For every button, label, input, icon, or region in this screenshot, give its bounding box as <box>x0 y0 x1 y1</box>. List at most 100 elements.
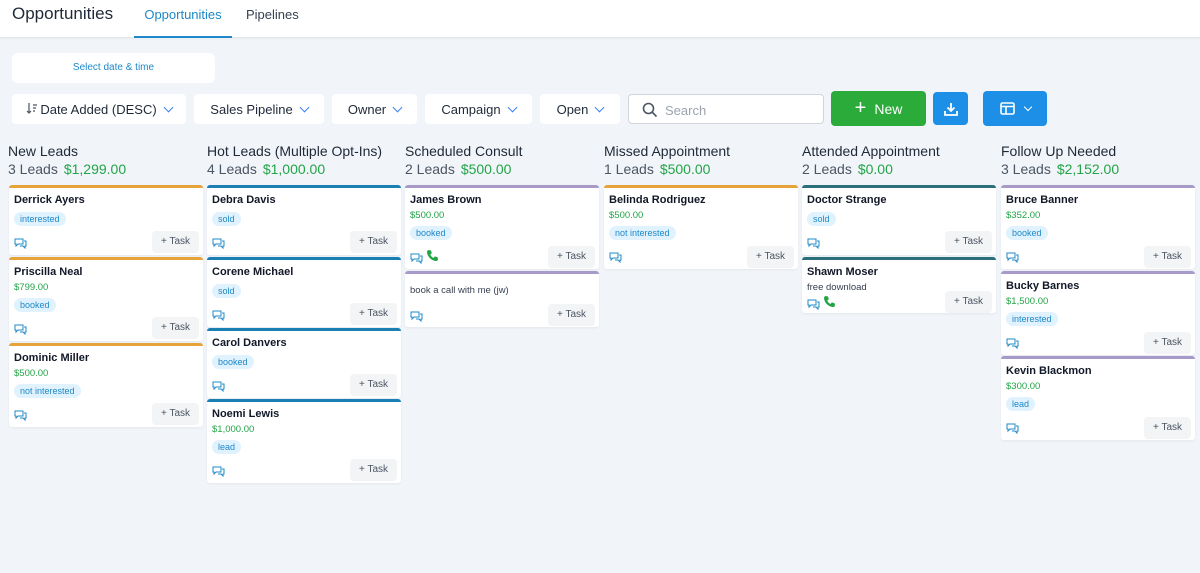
column-title: New Leads <box>8 143 79 159</box>
opportunity-card[interactable]: James Brown $500.00 booked + Task <box>405 185 599 269</box>
owner-dropdown[interactable]: Owner <box>332 94 417 124</box>
chat-icon[interactable] <box>14 237 27 249</box>
contact-name: Dominic Miller <box>14 352 90 364</box>
chat-icon[interactable] <box>410 252 423 264</box>
pipeline-dropdown[interactable]: Sales Pipeline <box>194 94 324 124</box>
chat-icon[interactable] <box>212 465 225 477</box>
opportunity-card[interactable]: Bucky Barnes $1,500.00 interested + Task <box>1001 271 1195 355</box>
add-task-button[interactable]: + Task <box>548 304 595 326</box>
new-button-label: New <box>874 100 903 117</box>
opportunity-card[interactable]: Doctor Strange sold + Task <box>802 185 996 255</box>
lead-count: 3 Leads <box>1001 161 1051 177</box>
search-box[interactable] <box>628 94 824 124</box>
column-title: Hot Leads (Multiple Opt-Ins) <box>207 143 383 159</box>
download-button[interactable] <box>933 92 968 125</box>
phone-icon[interactable] <box>426 249 439 262</box>
contact-name: Derrick Ayers <box>14 194 85 206</box>
column-amount: $0.00 <box>857 161 893 177</box>
opportunity-card[interactable]: book a call with me (jw) + Task <box>405 271 599 327</box>
opportunity-card[interactable]: Shawn Moser free download + Task <box>802 257 996 313</box>
status-badge: not interested <box>609 226 676 240</box>
lead-count: 3 Leads <box>8 161 58 177</box>
status-badge: not interested <box>14 384 81 398</box>
chat-icon[interactable] <box>1006 422 1019 434</box>
chat-icon[interactable] <box>1006 337 1019 349</box>
status-badge: sold <box>807 212 836 226</box>
column-amount: $500.00 <box>659 161 711 177</box>
sort-dropdown[interactable]: Date Added (DESC) <box>12 94 186 124</box>
phone-icon[interactable] <box>823 295 836 308</box>
column-header-attended-appointment: Attended Appointment 2 Leads $0.00 <box>802 143 996 177</box>
opportunity-card[interactable]: Derrick Ayers interested + Task <box>9 185 203 255</box>
contact-name: Bucky Barnes <box>1006 280 1080 292</box>
status-dropdown[interactable]: Open <box>540 94 620 124</box>
chat-icon[interactable] <box>609 251 622 263</box>
date-picker-button[interactable]: Select date & time <box>12 53 215 83</box>
add-task-button[interactable]: + Task <box>350 231 397 253</box>
campaign-label: Campaign <box>441 101 501 117</box>
opportunity-card[interactable]: Belinda Rodriguez $500.00 not interested… <box>604 185 798 269</box>
opportunity-card[interactable]: Carol Danvers booked + Task <box>207 328 401 398</box>
chat-icon[interactable] <box>14 409 27 421</box>
column-amount: $2,152.00 <box>1056 161 1120 177</box>
opportunity-card[interactable]: Bruce Banner $352.00 booked + Task <box>1001 185 1195 269</box>
opportunity-value: $1,000.00 <box>212 424 255 435</box>
add-task-button[interactable]: + Task <box>350 303 397 325</box>
status-badge: sold <box>212 212 241 226</box>
top-bar: Opportunities Opportunities Pipelines <box>0 0 1200 38</box>
add-task-button[interactable]: + Task <box>945 231 992 253</box>
chat-icon[interactable] <box>212 380 225 392</box>
chat-icon[interactable] <box>807 237 820 249</box>
chat-icon[interactable] <box>212 237 225 249</box>
opportunity-card[interactable]: Noemi Lewis $1,000.00 lead + Task <box>207 399 401 483</box>
add-task-button[interactable]: + Task <box>350 459 397 481</box>
add-task-button[interactable]: + Task <box>152 317 199 339</box>
opportunity-card[interactable]: Debra Davis sold + Task <box>207 185 401 255</box>
column-title: Follow Up Needed <box>1001 143 1117 159</box>
contact-name: Priscilla Neal <box>14 266 83 278</box>
layout-toggle-button[interactable] <box>983 91 1047 126</box>
add-task-button[interactable]: + Task <box>1144 417 1191 439</box>
opportunity-card[interactable]: Corene Michael sold + Task <box>207 257 401 327</box>
column-amount: $1,000.00 <box>262 161 326 177</box>
sort-label: Date Added (DESC) <box>40 101 157 117</box>
add-task-button[interactable]: + Task <box>152 403 199 425</box>
contact-name: Corene Michael <box>212 266 294 278</box>
add-task-button[interactable]: + Task <box>1144 246 1191 268</box>
contact-name: Kevin Blackmon <box>1006 365 1092 377</box>
campaign-dropdown[interactable]: Campaign <box>425 94 532 124</box>
add-task-button[interactable]: + Task <box>747 246 794 268</box>
opportunity-card[interactable]: Kevin Blackmon $300.00 lead + Task <box>1001 356 1195 440</box>
chevron-down-icon <box>299 102 310 112</box>
chat-icon[interactable] <box>212 309 225 321</box>
lead-count: 2 Leads <box>802 161 852 177</box>
add-task-button[interactable]: + Task <box>1144 332 1191 354</box>
add-task-button[interactable]: + Task <box>548 246 595 268</box>
new-opportunity-button[interactable]: + New <box>831 91 926 126</box>
sort-icon <box>26 102 38 117</box>
chat-icon[interactable] <box>14 323 27 335</box>
contact-name: Doctor Strange <box>807 194 887 206</box>
status-badge: interested <box>14 212 66 226</box>
opportunity-card[interactable]: Dominic Miller $500.00 not interested + … <box>9 343 203 427</box>
add-task-button[interactable]: + Task <box>945 291 992 313</box>
status-label: Open <box>556 101 589 117</box>
tab-opportunities[interactable]: Opportunities <box>134 7 232 38</box>
chat-icon[interactable] <box>807 298 820 310</box>
add-task-button[interactable]: + Task <box>152 231 199 253</box>
chevron-down-icon <box>392 102 403 112</box>
column-title: Missed Appointment <box>604 143 731 159</box>
chevron-down-icon <box>507 102 518 112</box>
chat-icon[interactable] <box>1006 251 1019 263</box>
chat-icon[interactable] <box>410 310 423 322</box>
search-input[interactable] <box>665 101 815 119</box>
status-badge: sold <box>212 284 241 298</box>
add-task-button[interactable]: + Task <box>350 374 397 396</box>
tab-pipelines[interactable]: Pipelines <box>246 7 299 22</box>
column-header-missed-appointment: Missed Appointment 1 Leads $500.00 <box>604 143 798 177</box>
opportunity-value: $500.00 <box>14 368 49 379</box>
opportunity-card[interactable]: Priscilla Neal $799.00 booked + Task <box>9 257 203 341</box>
column-header-follow-up-needed: Follow Up Needed 3 Leads $2,152.00 <box>1001 143 1195 177</box>
status-badge: booked <box>14 298 56 312</box>
contact-name: James Brown <box>410 194 482 206</box>
